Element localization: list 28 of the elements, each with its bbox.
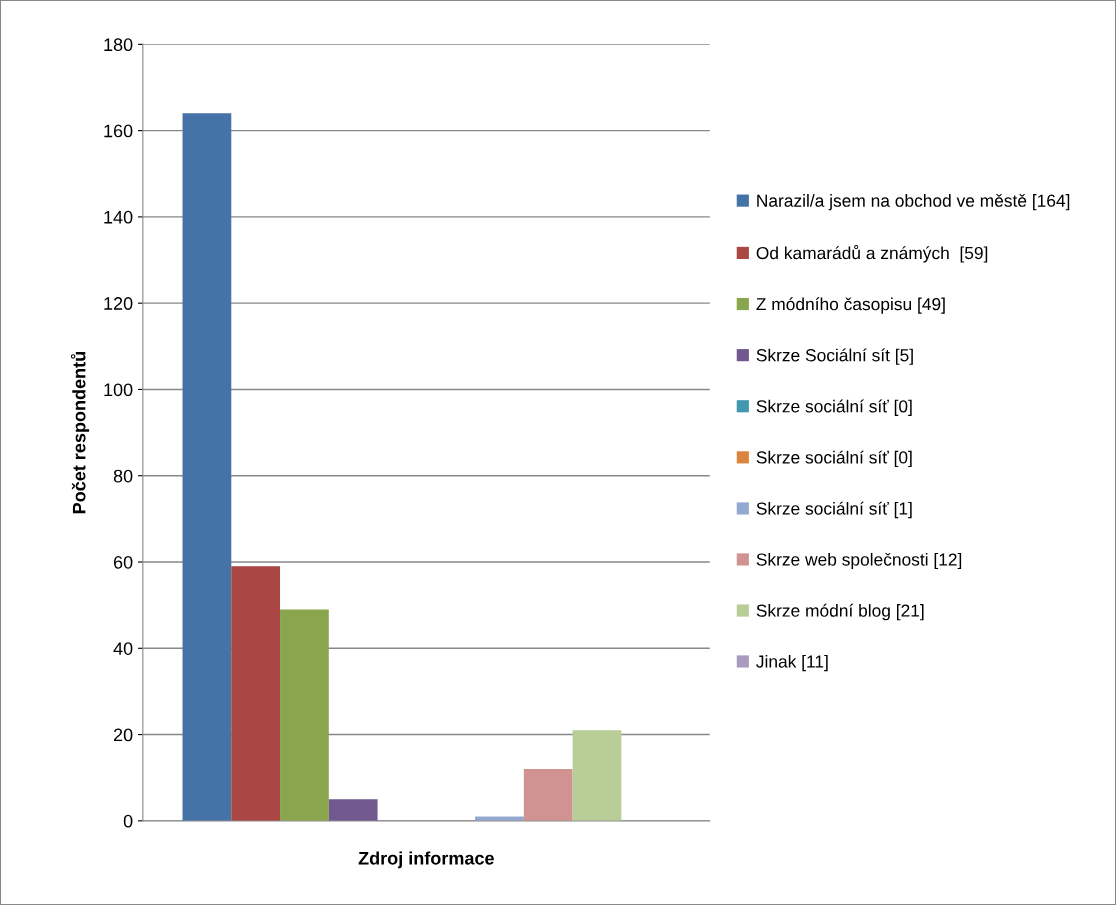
legend-label: Skrze sociální síť [1] [756, 501, 912, 519]
bar [523, 769, 573, 821]
legend-label: Z módního časopisu [49] [756, 297, 945, 314]
legend-label: Skrze sociální síť [0] [756, 450, 912, 468]
legend-label: Od kamarádů a známých [59] [756, 245, 988, 263]
legend-label: Skrze Sociální sít [5] [756, 348, 913, 365]
y-tick-label: 80 [113, 469, 133, 483]
y-tick-label: 40 [113, 642, 133, 655]
bar [182, 113, 232, 821]
x-axis-title: Zdroj informace [358, 851, 494, 869]
legend-label: Narazil/a jsem na obchod ve městě [164] [757, 194, 1070, 211]
y-tick-label: 140 [104, 210, 133, 224]
bar [280, 609, 329, 821]
y-tick-label: 180 [104, 38, 133, 52]
legend-label: Skrze módní blog [21] [756, 603, 924, 621]
y-tick-label: 20 [113, 728, 133, 742]
y-tick-label: 60 [113, 555, 133, 569]
y-tick-label: 120 [104, 297, 133, 310]
y-tick-label: 160 [104, 124, 133, 138]
bar [572, 730, 622, 821]
y-tick-label: 0 [123, 814, 133, 828]
bar [328, 799, 378, 821]
y-axis-title: Počet respondentů [70, 352, 90, 514]
legend-label: Skrze sociální síť [0] [756, 399, 912, 416]
legend-label: Jinak [11] [756, 654, 828, 672]
bar [231, 566, 281, 821]
legend-label: Skrze web společnosti [12] [756, 552, 962, 570]
y-tick-label: 100 [104, 383, 133, 397]
